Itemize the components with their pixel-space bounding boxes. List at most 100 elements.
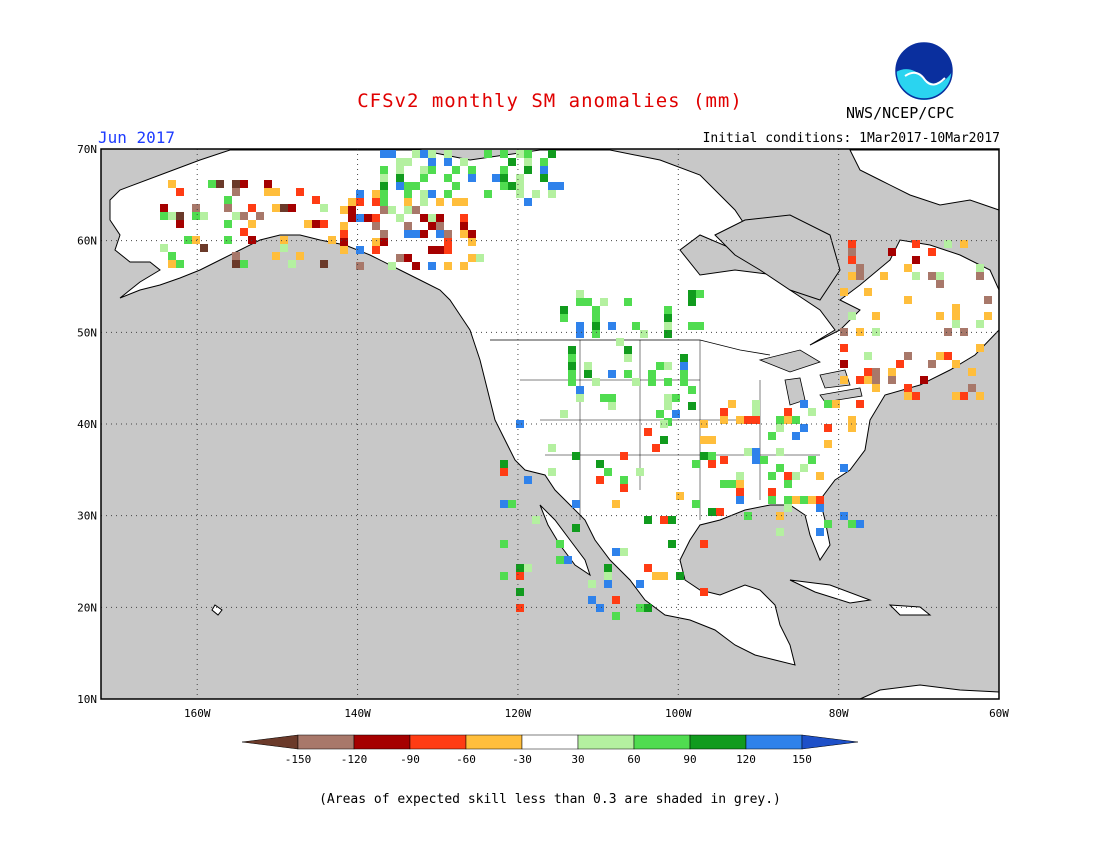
anomaly-cell <box>548 182 556 190</box>
anomaly-cell <box>848 416 856 424</box>
anomaly-cell <box>636 580 644 588</box>
anomaly-cell <box>240 212 248 220</box>
anomaly-cell <box>888 376 896 384</box>
anomaly-cell <box>768 488 776 496</box>
anomaly-cell <box>280 204 288 212</box>
anomaly-cell <box>688 386 696 394</box>
anomaly-cell <box>668 516 676 524</box>
anomaly-cell <box>856 272 864 280</box>
lat-tick-label: 70N <box>77 143 97 156</box>
anomaly-cell <box>660 572 668 580</box>
anomaly-cell <box>356 190 364 198</box>
anomaly-cell <box>596 476 604 484</box>
legend-label: -30 <box>512 753 532 766</box>
anomaly-cell <box>500 460 508 468</box>
anomaly-cell <box>420 174 428 182</box>
anomaly-cell <box>524 564 532 572</box>
lon-tick-label: 100W <box>665 707 692 720</box>
anomaly-cell <box>776 416 784 424</box>
anomaly-cell <box>624 354 632 362</box>
anomaly-cell <box>688 322 696 330</box>
anomaly-cell <box>952 304 960 312</box>
anomaly-cell <box>192 204 200 212</box>
anomaly-cell <box>592 322 600 330</box>
lat-tick-label: 30N <box>77 510 97 523</box>
anomaly-cell <box>776 424 784 432</box>
anomaly-cell <box>380 230 388 238</box>
anomaly-cell <box>340 230 348 238</box>
anomaly-cell <box>348 206 356 214</box>
anomaly-cell <box>944 352 952 360</box>
anomaly-cell <box>516 588 524 596</box>
anomaly-cell <box>232 260 240 268</box>
anomaly-cell <box>848 272 856 280</box>
anomaly-cell <box>500 572 508 580</box>
anomaly-cell <box>588 596 596 604</box>
anomaly-cell <box>356 246 364 254</box>
anomaly-cell <box>452 166 460 174</box>
anomaly-cell <box>688 290 696 298</box>
anomaly-cell <box>736 416 744 424</box>
anomaly-cell <box>264 180 272 188</box>
anomaly-cell <box>904 384 912 392</box>
anomaly-cell <box>568 362 576 370</box>
anomaly-cell <box>192 236 200 244</box>
anomaly-cell <box>396 254 404 262</box>
anomaly-cell <box>676 572 684 580</box>
anomaly-cell <box>848 424 856 432</box>
anomaly-cell <box>436 198 444 206</box>
anomaly-cell <box>372 222 380 230</box>
anomaly-cell <box>612 500 620 508</box>
legend-swatch <box>465 734 523 750</box>
anomaly-cell <box>720 408 728 416</box>
anomaly-cell <box>340 246 348 254</box>
anomaly-cell <box>688 298 696 306</box>
anomaly-cell <box>920 376 928 384</box>
anomaly-cell <box>768 472 776 480</box>
anomaly-cell <box>288 260 296 268</box>
anomaly-cell <box>696 290 704 298</box>
anomaly-cell <box>912 240 920 248</box>
anomaly-cell <box>708 436 716 444</box>
anomaly-cell <box>556 540 564 548</box>
anomaly-cell <box>460 222 468 230</box>
anomaly-cell <box>240 180 248 188</box>
anomaly-cell <box>848 248 856 256</box>
anomaly-cell <box>420 190 428 198</box>
gridlines <box>101 149 999 699</box>
anomaly-cell <box>700 436 708 444</box>
anomaly-cell <box>516 174 524 182</box>
anomaly-cell <box>396 214 404 222</box>
anomaly-cell <box>848 256 856 264</box>
anomaly-cell <box>280 236 288 244</box>
lon-tick-label: 160W <box>184 707 211 720</box>
anomaly-cell <box>540 158 548 166</box>
anomaly-cell <box>428 166 436 174</box>
legend-label: 60 <box>627 753 640 766</box>
forecast-month: Jun 2017 <box>98 128 176 147</box>
anomaly-cell <box>792 496 800 504</box>
anomaly-cell <box>600 394 608 402</box>
anomaly-cell <box>888 368 896 376</box>
anomaly-cell <box>620 476 628 484</box>
anomaly-cell <box>976 392 984 400</box>
anomaly-cell <box>624 370 632 378</box>
anomaly-cell <box>516 572 524 580</box>
anomaly-cell <box>500 150 508 158</box>
anomaly-cell <box>716 508 724 516</box>
anomaly-cell <box>452 182 460 190</box>
anomaly-cell <box>928 248 936 256</box>
anomaly-cell <box>328 236 336 244</box>
legend-label: -60 <box>456 753 476 766</box>
anomaly-cell <box>572 500 580 508</box>
anomaly-cell <box>768 496 776 504</box>
anomaly-cell <box>784 472 792 480</box>
anomaly-cell <box>256 212 264 220</box>
anomaly-cell <box>912 272 920 280</box>
anomaly-cell <box>576 298 584 306</box>
anomaly-cell <box>596 460 604 468</box>
anomaly-cell <box>976 264 984 272</box>
map-border <box>100 148 1000 700</box>
anomaly-cell <box>524 166 532 174</box>
